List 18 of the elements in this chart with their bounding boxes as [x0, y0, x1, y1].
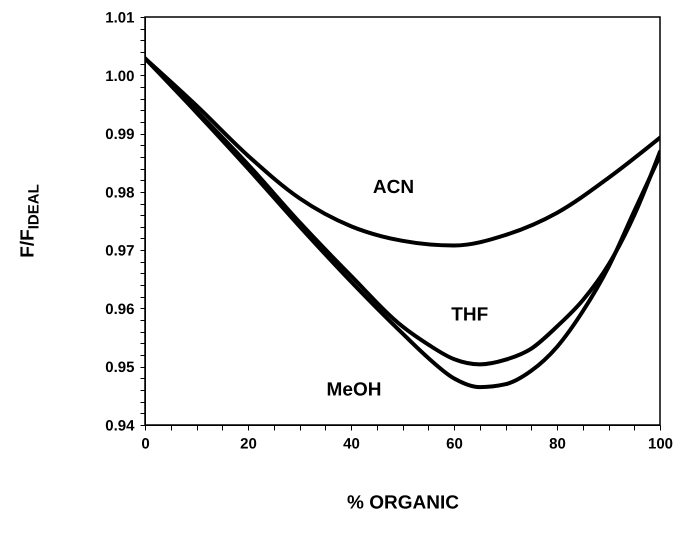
- x-tick-label: 40: [343, 436, 360, 452]
- y-tick-label: 0.95: [105, 359, 134, 376]
- x-tick-label: 20: [240, 436, 257, 452]
- y-tick-label: 0.96: [105, 300, 134, 318]
- text: MeOH: [326, 380, 382, 401]
- y-tick-label: 0.98: [105, 184, 134, 202]
- x-tick-label: 80: [549, 436, 566, 452]
- y-tick-label: 1.00: [105, 68, 134, 85]
- series-label: ACN: [372, 176, 414, 198]
- series-label: THF: [451, 304, 488, 326]
- y-tick-label: 0.97: [105, 242, 134, 260]
- x-axis-title: % ORGANIC: [347, 492, 460, 514]
- x-tick-label: 0: [141, 436, 150, 452]
- y-tick-label: 0.99: [105, 126, 134, 144]
- x-tick-label: 60: [446, 436, 463, 452]
- y-tick-label: 1.01: [105, 10, 134, 26]
- x-tick-label: 100: [648, 436, 674, 452]
- y-tick-label: 0.94: [105, 418, 136, 434]
